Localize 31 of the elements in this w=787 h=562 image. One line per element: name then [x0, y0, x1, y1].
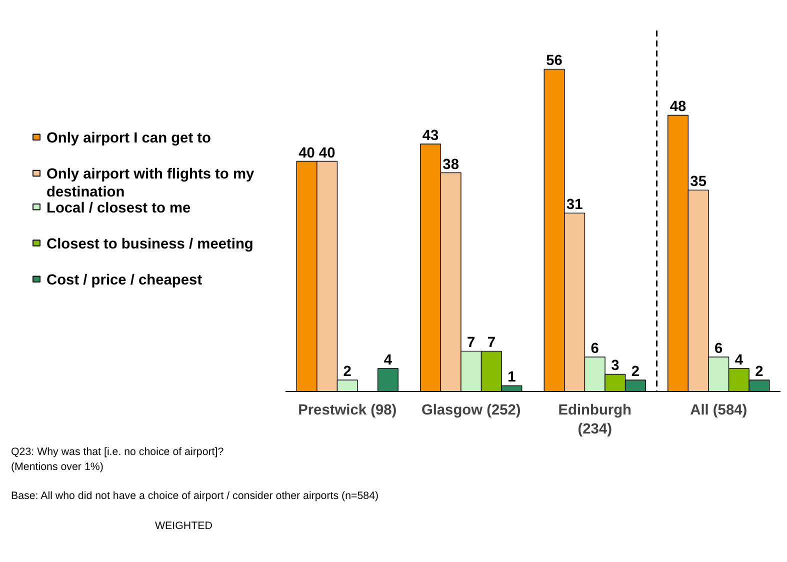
data-label: 3 — [611, 358, 620, 374]
data-label: 2 — [343, 364, 352, 380]
data-label: 43 — [422, 128, 439, 144]
data-label: 38 — [442, 156, 459, 173]
text: Q23: Why was that [i.e. no choice of airport]? (Mentions over 1%) — [11, 445, 224, 476]
data-label: 56 — [546, 53, 562, 70]
data-label: 40 — [298, 145, 315, 162]
data-label: 48 — [670, 99, 686, 116]
x-tick-label: Prestwick (98) — [298, 402, 397, 418]
data-label: 2 — [631, 364, 640, 380]
x-tick-label: Edinburgh (234) — [558, 402, 632, 438]
data-label: 4 — [734, 352, 744, 368]
legend-label: Closest to business / meeting — [46, 236, 254, 252]
data-label: 6 — [590, 340, 599, 357]
legend-label: Only airport I can get to — [46, 130, 212, 147]
data-label: 35 — [690, 174, 706, 190]
data-label: 1 — [508, 370, 516, 386]
x-tick-label: All (584) — [690, 402, 748, 418]
text: Base: All who did not have a choice of airport / consider other airports (n=584) — [11, 489, 379, 504]
data-label: 2 — [755, 364, 764, 380]
data-label: 40 — [318, 145, 336, 162]
data-label: 6 — [714, 340, 723, 357]
legend-label: Local / closest to me — [46, 200, 191, 216]
text: WEIGHTED — [155, 518, 212, 534]
legend-label: Cost / price / cheapest — [46, 272, 202, 289]
x-tick-label: Glasgow (252) — [421, 402, 521, 418]
data-label: 7 — [487, 335, 496, 352]
data-label: 31 — [566, 197, 583, 214]
data-label: 4 — [384, 352, 393, 368]
data-label: 7 — [467, 335, 476, 352]
legend-label: Only airport with flights to my destination — [46, 166, 255, 200]
